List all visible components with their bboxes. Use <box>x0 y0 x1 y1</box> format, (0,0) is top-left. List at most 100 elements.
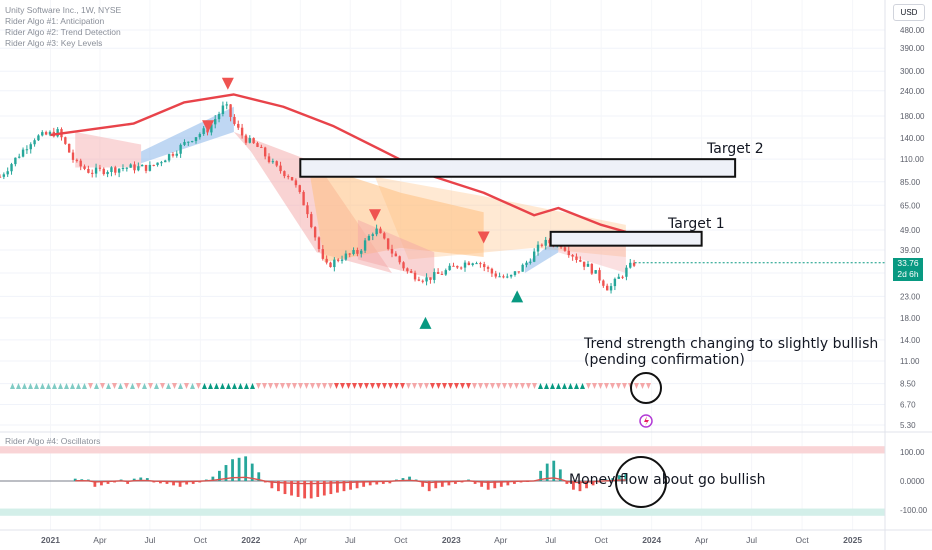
candlesticks <box>0 101 636 294</box>
candle-body <box>221 105 225 114</box>
osc-bar <box>368 481 372 486</box>
indicator-2-label[interactable]: Rider Algo #2: Trend Detection <box>5 27 121 37</box>
trend-note-line2: (pending confirmation) <box>584 352 745 368</box>
trend-triangle <box>418 383 423 389</box>
candle-body <box>183 141 186 145</box>
osc-bar <box>585 481 588 489</box>
trend-triangle <box>532 383 537 389</box>
osc-bar <box>224 465 228 481</box>
candle-body <box>110 167 113 172</box>
osc-bar <box>539 470 543 481</box>
y-tick-label: 390.00 <box>900 44 925 53</box>
candle-body <box>398 256 401 263</box>
osc-bar <box>309 481 313 499</box>
candle-body <box>421 280 424 282</box>
trend-triangle <box>592 383 597 389</box>
trend-triangle <box>40 383 45 389</box>
candle-body <box>390 248 394 254</box>
candle-body <box>448 265 451 271</box>
buy-signal-marker <box>419 316 432 329</box>
candle-body <box>117 168 121 173</box>
osc-bar <box>73 478 77 481</box>
trend-triangle <box>250 383 255 389</box>
candle-body <box>525 262 528 265</box>
candle-body <box>102 168 105 175</box>
osc-bar <box>322 481 326 496</box>
candle-body <box>263 147 267 157</box>
trend-triangle <box>496 383 501 389</box>
trend-triangle <box>190 383 195 389</box>
trend-triangle <box>514 383 519 389</box>
osc-bar <box>545 463 549 481</box>
candle-body <box>79 160 82 167</box>
candle-body <box>521 264 524 272</box>
sell-signal-marker <box>221 77 234 90</box>
money-flow-highlight-circle <box>615 456 667 508</box>
osc-bar <box>408 476 411 481</box>
candle-body <box>194 137 198 142</box>
candle-body <box>459 267 463 269</box>
osc-bar <box>611 478 615 481</box>
candle-body <box>379 228 382 234</box>
candle-body <box>240 127 244 136</box>
candle-body <box>325 258 328 263</box>
candle-body <box>594 270 597 274</box>
osc-bar <box>231 459 234 481</box>
candle-body <box>529 261 532 263</box>
candle-body <box>37 135 40 141</box>
trend-triangle <box>568 383 573 389</box>
trend-highlight-circle <box>630 372 662 404</box>
candle-body <box>214 119 217 125</box>
candle-body <box>229 104 232 117</box>
trend-triangle <box>640 383 645 389</box>
candle-body <box>486 267 490 269</box>
candle-body <box>10 164 13 172</box>
candle-body <box>202 128 205 135</box>
candle-body <box>348 253 351 255</box>
indicator-3-label[interactable]: Rider Algo #3: Key Levels <box>5 38 103 48</box>
candle-body <box>83 166 86 169</box>
candle-body <box>287 176 290 178</box>
candle-body <box>313 227 317 238</box>
candle-body <box>417 279 421 281</box>
trend-triangle <box>70 383 75 389</box>
y-tick-label: 65.00 <box>900 201 921 210</box>
trend-triangle <box>598 383 603 389</box>
trend-triangle <box>46 383 51 389</box>
osc-bar <box>558 469 562 481</box>
trend-triangle <box>178 383 183 389</box>
x-tick-label: 2022 <box>241 535 260 545</box>
x-tick-label: Oct <box>795 535 809 545</box>
indicator-1-label[interactable]: Rider Algo #1: Anticipation <box>5 16 105 26</box>
target2-label: Target 2 <box>707 141 764 157</box>
candle-body <box>360 250 363 254</box>
y-tick-label: 180.00 <box>900 112 925 121</box>
candle-body <box>506 276 509 278</box>
trend-triangle <box>34 383 39 389</box>
y-tick-label: 110.00 <box>900 155 924 164</box>
osc-bar <box>296 481 300 497</box>
candle-body <box>629 262 632 268</box>
y-tick-label: 6.70 <box>900 400 916 409</box>
money-flow-note: Money flow about go bullish <box>569 472 766 488</box>
symbol-title[interactable]: Unity Software Inc., 1W, NYSE <box>5 5 122 15</box>
trend-triangle <box>100 383 105 389</box>
osc-bar <box>100 481 103 486</box>
bearish-band <box>75 131 142 168</box>
trend-triangle <box>586 383 591 389</box>
candle-body <box>252 138 255 144</box>
trend-triangle <box>340 383 345 389</box>
trend-triangle <box>346 383 351 389</box>
candle-body <box>575 256 578 260</box>
candle-body <box>294 180 298 186</box>
candle-body <box>340 259 344 261</box>
candle-body <box>479 263 482 265</box>
trend-triangle <box>286 383 291 389</box>
candle-body <box>444 270 447 275</box>
trend-triangle <box>16 383 21 389</box>
candle-body <box>302 191 305 206</box>
oscillator-title[interactable]: Rider Algo #4: Oscillators <box>5 436 101 446</box>
currency-button[interactable]: USD <box>893 4 925 21</box>
last-price-value: 33.76 <box>897 258 919 268</box>
